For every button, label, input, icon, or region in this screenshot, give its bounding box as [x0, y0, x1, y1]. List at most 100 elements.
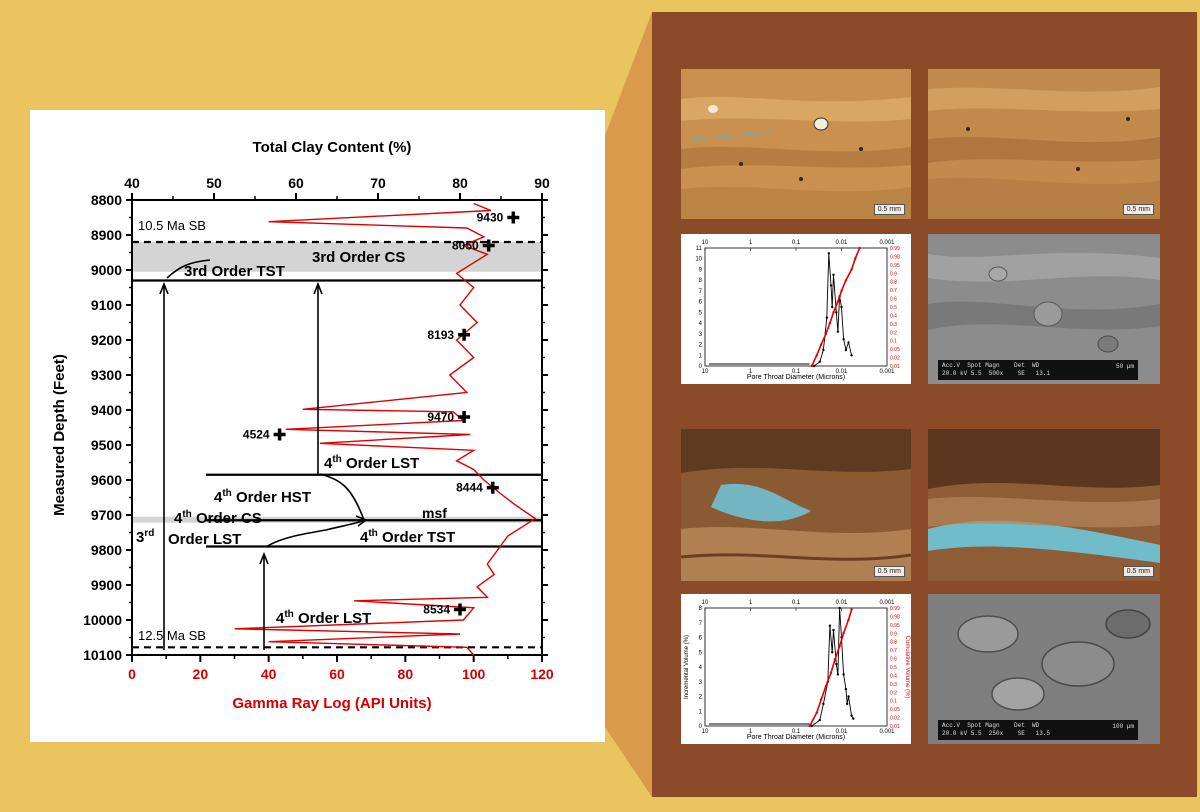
psd-bottom-tick-label: 0.01 — [836, 369, 848, 375]
arrow-3rd-tst-curve — [166, 259, 211, 279]
psd-right-tick-label: 0.99 — [890, 246, 900, 252]
label-msf: msf — [422, 505, 447, 521]
label-3rd-prefix: 3rd — [136, 528, 154, 546]
psd-right-tick-label: 0.05 — [890, 347, 900, 353]
psd-point — [842, 673, 845, 676]
psd-right-tick-label: 0.05 — [890, 707, 900, 713]
depth-tick-label: 8800 — [91, 192, 122, 208]
psd-left-tick-label: 1 — [699, 353, 703, 359]
clay-point: 4524 — [243, 428, 286, 442]
top-tick-label: 70 — [370, 175, 386, 191]
depth-tick-label: 9900 — [91, 577, 122, 593]
psd-right-tick-label: 0.7 — [890, 288, 897, 294]
psd-right-tick-label: 0.01 — [890, 724, 900, 730]
top-tick-label: 90 — [534, 175, 550, 191]
top-tick-label: 80 — [452, 175, 468, 191]
psd-point — [832, 628, 835, 632]
bottom-tick-label: 40 — [261, 666, 277, 682]
bottom-tick-label: 0 — [128, 666, 136, 682]
clay-point-label: 9430 — [477, 211, 504, 225]
psd-point — [824, 332, 828, 336]
psd-point — [844, 278, 848, 282]
cumulative-volume-line — [808, 609, 853, 727]
psd-right-tick-label: 0.4 — [890, 673, 897, 679]
label-4th-order-cs: 4th Order CS — [174, 509, 262, 527]
psd-left-tick-label: 5 — [699, 310, 703, 316]
psd-right-tick-label: 0.1 — [890, 339, 897, 345]
psd-left-tick-label: 1 — [699, 709, 703, 715]
psd-point — [827, 252, 831, 255]
scale-bar: 0.5 mm — [873, 566, 905, 577]
psd-point — [829, 671, 833, 675]
psd-point — [819, 343, 823, 346]
sem-info-bar: Acc.V Spot Magn Det WD 20.0 kV 5.5 250x … — [938, 720, 1138, 740]
psd-frame — [704, 247, 888, 367]
psd-left-tick-label: 3 — [699, 680, 703, 686]
psd-point — [818, 718, 821, 722]
psd-top-tick-label: 0.01 — [836, 240, 848, 246]
sem-scale: 100 µm — [1112, 723, 1134, 730]
psd-bottom-tick-label: 0.01 — [836, 729, 848, 735]
sem-values: 20.0 kV 5.5 500x SE 13.1 — [942, 370, 1051, 377]
psd-left-axis-label: Incremental Volume (%) — [684, 635, 690, 699]
psd-top-tick-label: 0.01 — [836, 600, 848, 606]
psd-point — [838, 606, 841, 610]
depth-tick-label: 9300 — [91, 367, 122, 383]
sem-info-bar: Acc.V Spot Magn Det WD 20.0 kV 5.5 500x … — [938, 360, 1138, 380]
psd-point — [822, 702, 825, 706]
scale-bar: 0.5 mm — [1122, 566, 1154, 577]
depth-tick-label: 8900 — [91, 227, 122, 243]
bottom-tick-label: 120 — [530, 666, 554, 682]
label-3rd-order-tst: 3rd Order TST — [184, 263, 285, 280]
thin-section-photo-1: 0.5 mm — [681, 69, 911, 219]
psd-left-tick-label: 8 — [699, 278, 703, 284]
psd-point — [850, 714, 853, 717]
psd-left-tick-label: 6 — [699, 636, 703, 642]
psd-bottom-tick-label: 1 — [749, 729, 753, 735]
psd-point — [828, 624, 832, 627]
psd-point — [808, 724, 811, 728]
psd-right-tick-label: 0.6 — [890, 657, 897, 663]
psd-point — [819, 698, 823, 701]
psd-top-tick-label: 1 — [749, 240, 753, 246]
bottom-tick-label: 80 — [398, 666, 414, 682]
label-4th-order-tst: 4th Order TST — [360, 528, 455, 546]
psd-right-tick-label: 0.95 — [890, 263, 900, 269]
psd-x-axis-label: Pore Throat Diameter (Microns) — [747, 734, 845, 741]
arrow-4th-lst-lower-head — [259, 551, 269, 565]
depth-tick-label: 9200 — [91, 332, 122, 348]
gamma-ray-curve — [234, 202, 537, 656]
thin-section-photo-3: 0.5 mm — [681, 429, 911, 581]
sem-header: Acc.V Spot Magn Det WD — [942, 722, 1040, 729]
label-4th-order-lst-lower: 4th Order LST — [276, 609, 371, 627]
psd-right-tick-label: 0.3 — [890, 682, 897, 688]
label-4th-order-lst-upper: 4th Order LST — [324, 454, 419, 472]
psd-left-tick-label: 11 — [696, 246, 703, 252]
depth-tick-label: 9800 — [91, 542, 122, 558]
psd-right-tick-label: 0.99 — [890, 606, 900, 612]
depth-tick-label: 9400 — [91, 402, 122, 418]
pore-size-chart-1: 10 10 1 1 0.1 0.1 0.01 0.01 0.001 0.001 0 1 2 3 4 5 6 7 8 9… — [681, 234, 911, 384]
clay-point-label: 8444 — [456, 481, 483, 495]
psd-point — [858, 246, 861, 250]
psd-right-tick-label: 0.9 — [890, 271, 897, 277]
well-log-panel: Total Clay Content (%) 40 50 60 70 80 90 0 20 4… — [30, 110, 605, 742]
psd-left-tick-label: 6 — [699, 300, 703, 306]
psd-top-tick-label: 1 — [749, 600, 753, 606]
psd-point — [850, 354, 853, 357]
psd-left-tick-label: 2 — [699, 695, 703, 701]
psd-point — [847, 695, 850, 698]
psd-right-tick-label: 0.2 — [890, 690, 897, 696]
bottom-axis-label: Gamma Ray Log (API Units) — [232, 695, 431, 712]
psd-point — [831, 651, 834, 654]
psd-point — [847, 618, 850, 621]
cumulative-volume-line — [811, 247, 861, 367]
psd-right-tick-label: 0.98 — [890, 614, 900, 620]
psd-point — [825, 316, 829, 319]
sem-scale: 50 µm — [1115, 363, 1134, 370]
psd-point — [850, 268, 853, 271]
thin-section-photo-4: 0.5 mm — [928, 429, 1160, 581]
psd-x-axis-label: Pore Throat Diameter (Microns) — [747, 374, 845, 381]
top-axis-ticks: 40 50 60 70 80 90 — [124, 175, 550, 200]
psd-point — [847, 341, 850, 344]
